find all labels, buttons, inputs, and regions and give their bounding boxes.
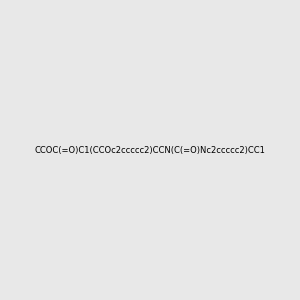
Text: CCOC(=O)C1(CCOc2ccccc2)CCN(C(=O)Nc2ccccc2)CC1: CCOC(=O)C1(CCOc2ccccc2)CCN(C(=O)Nc2ccccc…: [34, 146, 266, 154]
